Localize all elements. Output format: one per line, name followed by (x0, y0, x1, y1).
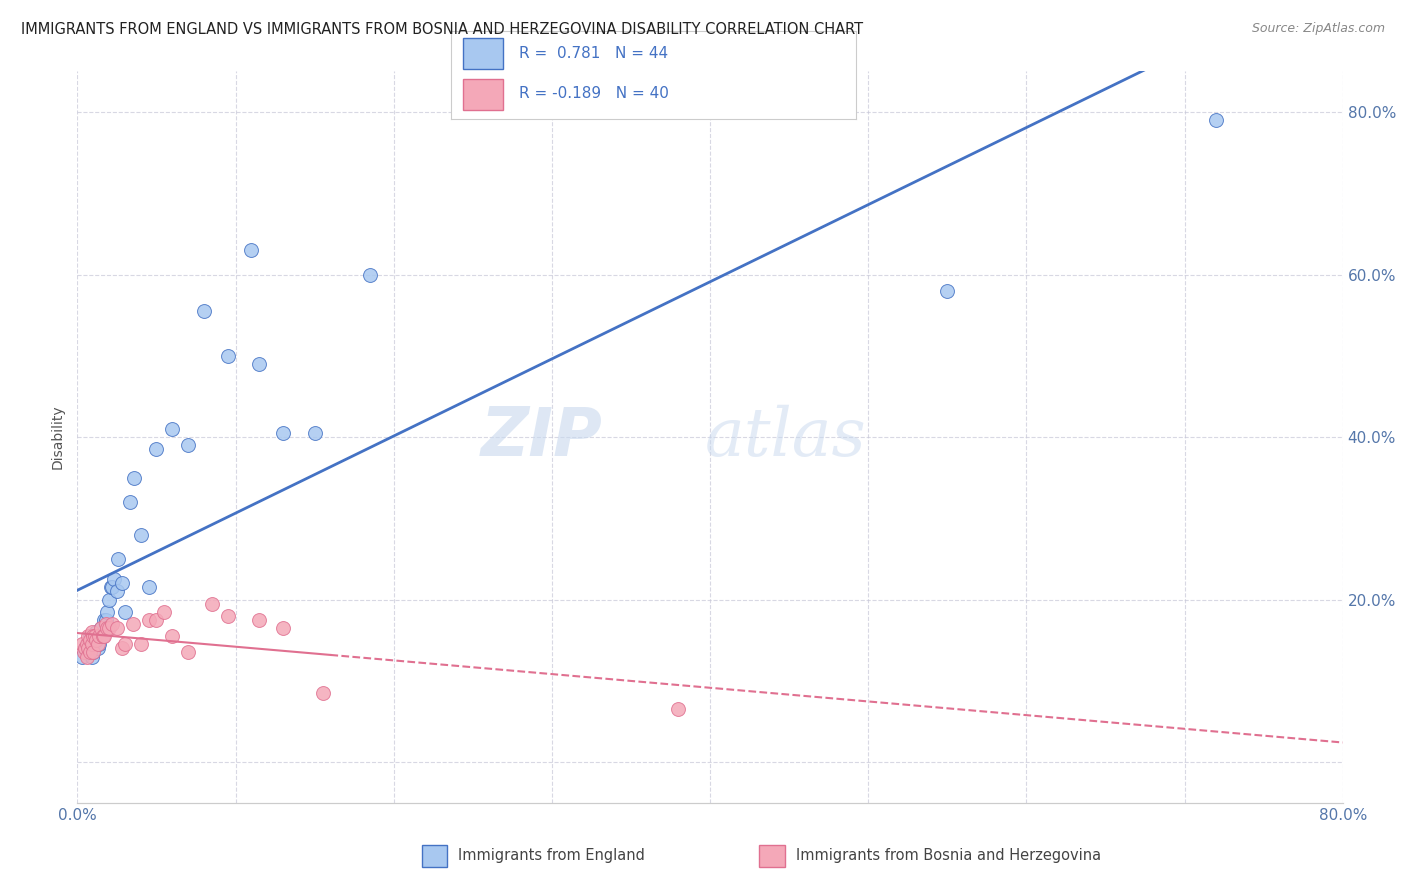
Point (311, 686, 333, 700)
Text: Immigrants from Bosnia and Herzegovina: Immigrants from Bosnia and Herzegovina (796, 848, 1101, 863)
Point (86, 625, 108, 640)
Point (105, 621, 128, 635)
Text: R =  0.781   N = 44: R = 0.781 N = 44 (519, 46, 669, 61)
Point (75, 641, 97, 656)
Point (668, 702, 690, 716)
Point (80, 629, 103, 643)
Point (86, 633, 108, 648)
Point (79, 641, 101, 656)
Point (75, 641, 97, 656)
Point (89, 629, 111, 643)
Point (240, 243, 263, 257)
Point (93, 613, 115, 627)
Point (114, 637, 136, 651)
Point (80, 637, 103, 651)
Point (91, 629, 114, 643)
Point (98, 621, 120, 635)
Point (80, 649, 103, 664)
Point (87, 637, 110, 651)
Point (129, 527, 152, 541)
Point (82, 645, 104, 659)
Point (105, 584, 128, 599)
Text: R = -0.189   N = 40: R = -0.189 N = 40 (519, 87, 669, 102)
Text: IMMIGRANTS FROM ENGLAND VS IMMIGRANTS FROM BOSNIA AND HERZEGOVINA DISABILITY COR: IMMIGRANTS FROM ENGLAND VS IMMIGRANTS FR… (21, 22, 863, 37)
Point (100, 581, 122, 595)
Point (77, 641, 100, 656)
Point (118, 495, 141, 509)
Point (103, 572, 125, 586)
Point (124, 471, 146, 485)
Point (936, 284, 959, 298)
Point (93, 629, 115, 643)
Text: Immigrants from England: Immigrants from England (458, 848, 645, 863)
Point (114, 605, 136, 619)
Point (101, 581, 124, 595)
Point (83, 629, 105, 643)
Point (94, 613, 117, 627)
Point (96, 605, 118, 619)
Point (304, 425, 326, 440)
Point (177, 438, 200, 452)
Point (91, 629, 114, 643)
Point (70, 637, 93, 651)
Point (79, 633, 101, 648)
Y-axis label: Disability: Disability (51, 405, 65, 469)
Point (79, 629, 101, 643)
Point (82, 645, 104, 659)
Point (90, 621, 112, 635)
Point (96, 621, 118, 635)
Point (73, 645, 96, 659)
Point (121, 617, 143, 632)
Point (145, 442, 167, 457)
Point (87, 629, 110, 643)
Point (271, 425, 294, 440)
Text: ZIP: ZIP (481, 404, 603, 470)
Point (247, 357, 270, 371)
Point (87, 641, 110, 656)
Text: Source: ZipAtlas.com: Source: ZipAtlas.com (1251, 22, 1385, 36)
Point (145, 613, 167, 627)
Point (138, 581, 160, 595)
Point (201, 597, 224, 611)
FancyBboxPatch shape (463, 79, 503, 110)
Point (76, 637, 98, 651)
Point (217, 608, 239, 623)
Point (83, 629, 105, 643)
Point (111, 641, 132, 656)
Point (247, 613, 270, 627)
Point (271, 621, 294, 635)
Point (107, 552, 129, 566)
Point (138, 613, 160, 627)
Point (153, 605, 176, 619)
Point (217, 349, 239, 363)
Point (77, 629, 100, 643)
Point (82, 637, 104, 651)
Text: atlas: atlas (704, 404, 868, 470)
Point (70, 649, 93, 664)
Point (162, 629, 183, 643)
Point (79, 645, 101, 659)
FancyBboxPatch shape (463, 38, 503, 69)
Point (76, 645, 98, 659)
Point (193, 304, 215, 318)
Point (98, 592, 120, 607)
Point (76, 649, 98, 664)
Point (94, 617, 117, 632)
Point (80, 625, 103, 640)
Point (129, 637, 152, 651)
Point (89, 637, 111, 651)
Point (77, 637, 100, 651)
Point (1205, 113, 1227, 128)
Point (111, 576, 132, 591)
Point (82, 629, 104, 643)
Point (162, 422, 183, 436)
Point (90, 621, 112, 635)
Point (177, 645, 200, 659)
Point (101, 617, 124, 632)
Point (359, 268, 381, 282)
